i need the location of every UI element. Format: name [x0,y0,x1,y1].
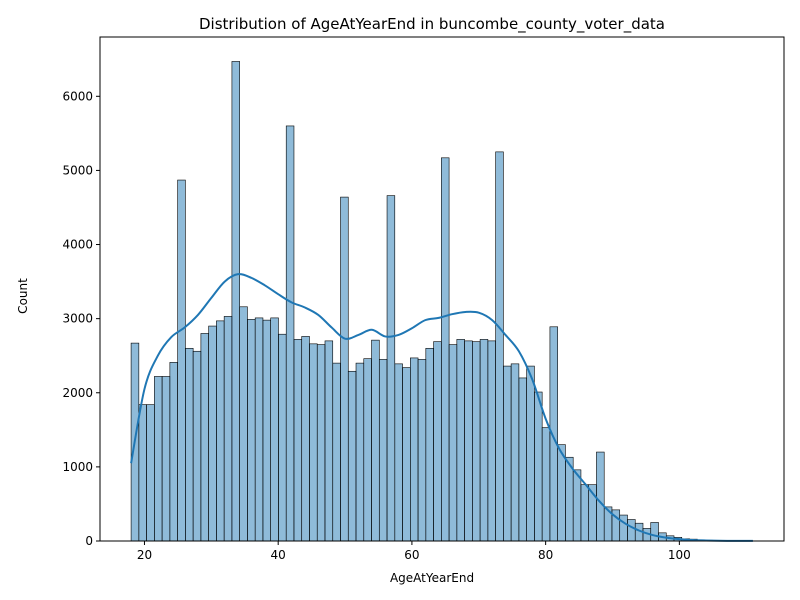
histogram-bar [347,370,357,542]
histogram-bar [572,469,582,542]
y-tick-label: 0 [85,534,93,548]
histogram-bar [510,363,520,542]
histogram-bar [619,514,628,542]
histogram-bar [270,317,279,542]
x-tick-label: 60 [404,548,419,562]
chart-title: Distribution of AgeAtYearEnd in buncombe… [199,15,665,34]
histogram-bar [425,347,434,542]
histogram-bar [487,340,496,542]
histogram-bar [161,376,171,542]
histogram-bar [557,444,566,542]
histogram-bar [448,344,458,542]
y-tick-label: 4000 [62,238,93,252]
histogram-bar [223,316,233,542]
histogram-bar [596,451,605,542]
histogram-bar [208,325,217,542]
histogram-bar [169,362,178,542]
y-tick-label: 5000 [62,163,93,177]
histogram-bar [247,319,256,542]
histogram-bar [363,358,372,542]
histogram-bar [472,341,481,542]
histogram-bar [464,340,473,542]
y-axis-label: Count [16,278,30,314]
histogram-bar [262,319,271,542]
histogram-bar [200,333,209,542]
x-tick-label: 100 [668,548,691,562]
histogram-bar [495,151,504,542]
histogram-bar [324,340,334,542]
histogram-bar [285,125,295,542]
y-axis-ticks: 0 1000 2000 3000 4000 5000 6000 [62,89,100,548]
histogram-bar [565,456,574,542]
histogram-bar [402,367,411,542]
histogram-bar [316,344,326,542]
histogram-bar [541,427,551,542]
y-tick-label: 3000 [62,312,93,326]
histogram-bar [650,522,659,542]
histogram-bar [309,343,318,542]
histogram-bar [254,317,264,542]
histogram-bar [410,357,419,542]
histogram-bar [216,320,225,542]
histogram-bar [138,404,147,542]
y-tick-label: 2000 [62,386,93,400]
histogram-bar [239,306,248,542]
y-tick-label: 6000 [62,89,93,103]
histogram-bar [417,359,427,542]
histogram-bar [371,339,380,542]
histogram-bar [526,365,535,542]
histogram-bar [386,195,396,542]
histogram-bar [503,365,512,542]
x-axis-ticks: 20 40 60 80 100 [137,541,691,562]
histogram-bar [441,157,450,542]
histogram-bar [534,391,543,542]
plot-frame [99,36,785,542]
histogram-bar [580,484,589,542]
histogram-bar [456,339,465,542]
kde-line [130,273,753,542]
histogram-bars [130,61,752,542]
histogram-bar [479,339,489,542]
histogram-bar [340,196,349,542]
histogram-bar [433,341,442,542]
histogram-bar [231,61,240,542]
histogram-bar [278,333,287,542]
histogram-bar [355,362,365,542]
histogram-bar [192,350,202,542]
histogram-bar [378,359,388,542]
histogram-bar [293,339,303,542]
histogram-bar [301,336,310,542]
histogram-bar [154,376,163,542]
histogram-bar [394,363,403,542]
histogram-bar [185,347,194,542]
histogram-bar [518,377,527,542]
x-tick-label: 20 [137,548,152,562]
histogram-bar [177,179,186,542]
histogram-bar [146,404,155,542]
x-tick-label: 40 [271,548,286,562]
x-tick-label: 80 [538,548,553,562]
x-axis-label: AgeAtYearEnd [390,571,474,585]
histogram-bar [627,519,636,542]
y-tick-label: 1000 [62,460,93,474]
histogram-bar [332,362,341,542]
